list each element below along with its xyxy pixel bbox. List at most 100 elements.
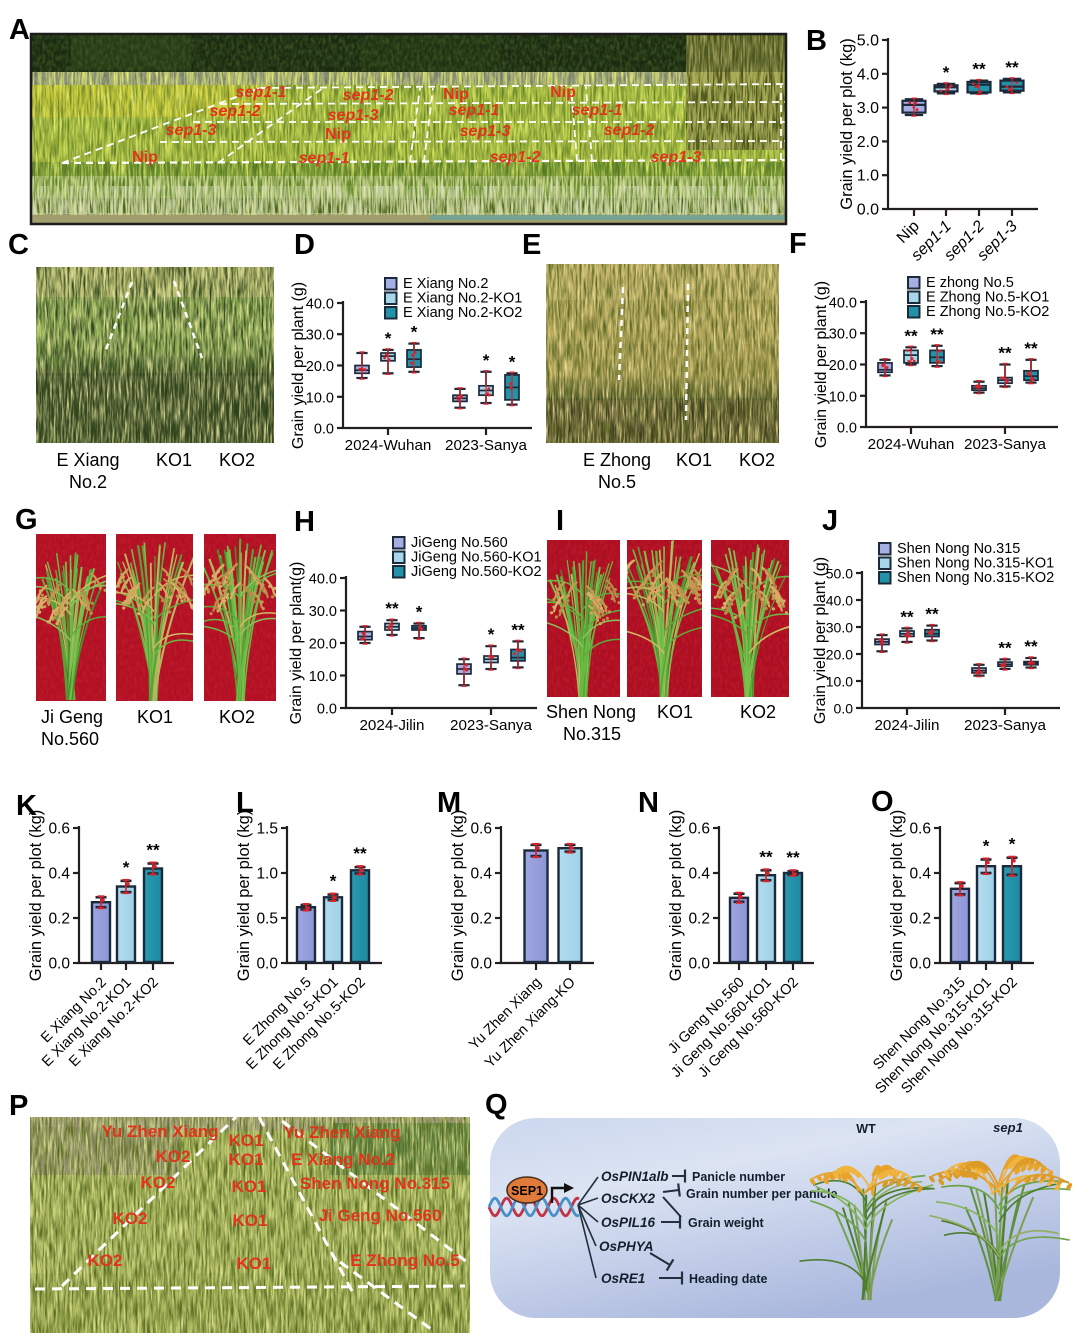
svg-text:0.6: 0.6 [48,821,70,838]
svg-text:Grain weight: Grain weight [688,1216,765,1230]
svg-text:0.4: 0.4 [470,866,492,883]
svg-text:**: ** [1005,58,1019,77]
svg-text:5.0: 5.0 [857,33,879,50]
svg-text:KO2: KO2 [88,1251,123,1270]
svg-text:**: ** [972,60,986,79]
svg-text:2023-Sanya: 2023-Sanya [964,436,1046,453]
svg-text:OsPIL16: OsPIL16 [601,1215,656,1230]
svg-text:0.0: 0.0 [909,956,931,973]
svg-text:H: H [294,506,315,538]
svg-text:JiGeng No.560-KO2: JiGeng No.560-KO2 [411,564,542,580]
svg-text:0.6: 0.6 [688,821,710,838]
svg-text:E Zhong No.5-KO2: E Zhong No.5-KO2 [926,304,1049,320]
svg-text:30.0: 30.0 [829,327,857,343]
svg-text:M: M [437,787,461,819]
svg-text:Yu Zhen Xiang: Yu Zhen Xiang [101,1122,218,1141]
svg-text:1.0: 1.0 [256,866,278,883]
svg-text:0.2: 0.2 [688,911,710,928]
svg-text:Shen Nong No.315-KO2: Shen Nong No.315-KO2 [897,570,1054,586]
svg-text:40.0: 40.0 [309,572,337,588]
svg-text:Nip: Nip [550,84,576,101]
svg-text:sep1-3: sep1-3 [328,107,379,124]
svg-text:L: L [236,787,254,819]
svg-text:sep1-2: sep1-2 [490,149,541,166]
svg-text:sep1-2: sep1-2 [604,122,655,139]
svg-text:0.0: 0.0 [48,956,70,973]
svg-text:0.0: 0.0 [314,422,334,438]
svg-text:**: ** [1024,637,1038,656]
svg-text:WT: WT [856,1122,876,1136]
svg-text:E Xiang No.2-KO1: E Xiang No.2-KO1 [403,291,522,307]
svg-text:10.0: 10.0 [306,390,334,406]
svg-text:E Xiang No.2-KO2: E Xiang No.2-KO2 [403,305,522,321]
svg-text:Shen Nong No.315: Shen Nong No.315 [300,1174,450,1193]
svg-text:20.0: 20.0 [309,637,337,653]
svg-text:40.0: 40.0 [826,593,853,609]
svg-text:40.0: 40.0 [829,296,857,312]
svg-text:OsCKX2: OsCKX2 [601,1191,656,1206]
svg-text:No.560: No.560 [41,729,99,749]
svg-text:sep1-1: sep1-1 [572,102,623,119]
svg-text:KO1: KO1 [237,1254,272,1273]
svg-text:**: ** [511,620,525,639]
svg-text:Grain yield per plot (kg): Grain yield per plot (kg) [235,810,253,982]
svg-text:No.315: No.315 [563,724,621,744]
svg-text:Grain yield per plot (kg): Grain yield per plot (kg) [888,810,906,982]
svg-text:Grain number per panicle: Grain number per panicle [686,1187,837,1201]
svg-text:sep1-3: sep1-3 [460,123,511,140]
svg-text:KO2: KO2 [156,1147,191,1166]
svg-text:**: ** [925,605,939,624]
svg-text:30.0: 30.0 [826,620,853,636]
svg-text:Grain yield per plot (kg): Grain yield per plot (kg) [449,810,467,982]
svg-text:C: C [8,229,29,261]
svg-text:**: ** [930,325,944,344]
svg-text:KO1: KO1 [676,450,712,470]
svg-text:sep1-1: sep1-1 [299,150,350,167]
svg-text:No.2: No.2 [69,472,107,492]
svg-text:**: ** [998,638,1012,657]
svg-text:Nip: Nip [132,149,158,166]
svg-text:Shen Nong: Shen Nong [546,702,636,722]
svg-text:*: * [411,323,418,342]
svg-text:P: P [9,1090,28,1122]
svg-text:**: ** [1024,339,1038,358]
svg-text:Nip: Nip [325,126,351,143]
svg-text:E: E [522,229,541,261]
svg-text:0.4: 0.4 [688,866,710,883]
svg-text:0.0: 0.0 [834,701,854,717]
svg-text:JiGeng No.560-KO1: JiGeng No.560-KO1 [411,550,542,566]
svg-text:20.0: 20.0 [306,359,334,375]
svg-text:2024-Jilin: 2024-Jilin [359,717,424,734]
svg-text:20.0: 20.0 [829,358,857,374]
svg-text:0.0: 0.0 [470,956,492,973]
svg-text:O: O [871,786,894,818]
svg-text:0.0: 0.0 [688,956,710,973]
svg-text:A: A [9,14,30,46]
svg-text:KO1: KO1 [233,1211,268,1230]
svg-text:Heading date: Heading date [689,1272,768,1286]
svg-text:sep1: sep1 [993,1120,1023,1135]
svg-text:30.0: 30.0 [309,604,337,620]
svg-text:K: K [16,790,37,822]
svg-text:OsRE1: OsRE1 [601,1271,645,1286]
svg-text:KO2: KO2 [219,707,255,727]
svg-text:0.2: 0.2 [470,911,492,928]
svg-text:**: ** [759,847,773,866]
svg-text:KO2: KO2 [219,450,255,470]
svg-text:Ji Geng No.560: Ji Geng No.560 [319,1206,442,1225]
svg-text:*: * [123,858,130,877]
svg-text:E Zhong: E Zhong [583,450,651,470]
svg-text:4.0: 4.0 [857,66,879,83]
svg-text:KO1: KO1 [229,1131,264,1150]
svg-text:2.0: 2.0 [857,134,879,151]
svg-text:N: N [638,787,659,819]
svg-text:Yu Zhen Xiang: Yu Zhen Xiang [283,1123,400,1142]
svg-text:3.0: 3.0 [857,100,879,117]
svg-text:SEP1: SEP1 [511,1184,543,1198]
svg-text:Grain yield per plant (g): Grain yield per plant (g) [812,557,829,724]
svg-text:KO2: KO2 [739,450,775,470]
svg-text:**: ** [904,326,918,345]
svg-text:Panicle number: Panicle number [692,1170,785,1184]
svg-text:10.0: 10.0 [829,389,857,405]
svg-text:KO2: KO2 [740,702,776,722]
